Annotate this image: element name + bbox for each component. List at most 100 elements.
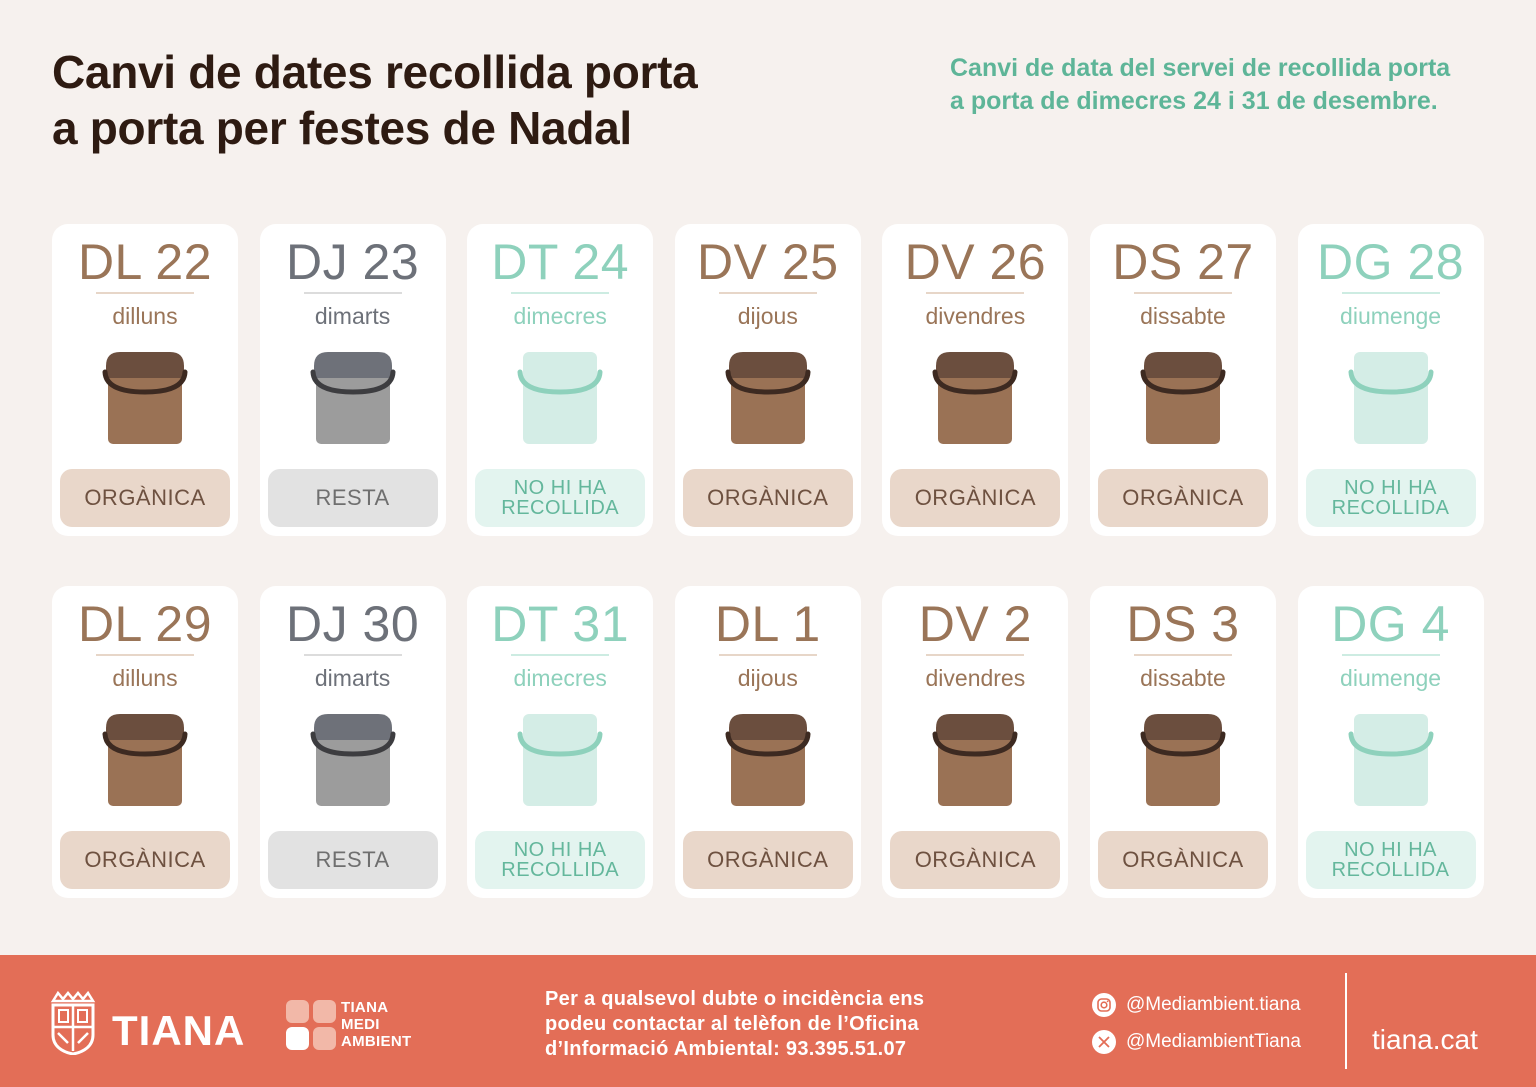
divider [96,654,194,656]
day-date: DT 24 [491,234,630,290]
collection-label-line-1: ORGÀNICA [707,485,829,510]
day-card: DG 4 diumenge NO HI HA RECOLLIDA [1297,586,1484,898]
collection-label-line-1: ORGÀNICA [84,485,206,510]
medi-line-3: AMBIENT [341,1033,412,1050]
footer: TIANA TIANA MEDI AMBIENT Per a qualsevol… [0,955,1536,1087]
day-card: DL 1 dijous ORGÀNICA [674,586,861,898]
day-date: DJ 30 [286,596,420,652]
day-date: DS 3 [1126,596,1240,652]
day-date: DT 31 [491,596,630,652]
organic-bin-icon [1140,352,1226,444]
day-date: DL 1 [714,596,821,652]
day-card: DJ 23 dimarts RESTA [259,224,446,536]
day-name: dilluns [112,303,178,329]
day-name: dissabte [1140,665,1226,691]
subtitle-line-2: a porta de dimecres 24 i 31 de desembre. [950,87,1438,115]
day-date: DV 26 [904,234,1047,290]
collection-type-badge: ORGÀNICA [60,469,230,527]
divider [926,292,1025,294]
week-row-2: DL 29 dilluns ORGÀNICA DJ 30 dimarts RESTA DT … [52,586,1484,898]
week-row-1: DL 22 dilluns ORGÀNICA DJ 23 dimarts RESTA DT … [52,224,1484,536]
contact-line-1: Per a qualsevol dubte o incidència ens [545,988,925,1010]
instagram-link[interactable]: @Mediambient.tiana [1092,992,1301,1018]
organic-bin-icon [725,714,811,806]
divider [718,292,817,294]
collection-label-line-1: NO HI HA [513,839,607,861]
collection-label-line-1: ORGÀNICA [1122,847,1244,872]
collection-type-badge: RESTA [267,831,438,889]
collection-label-line-2: RECOLLIDA [1331,859,1450,881]
divider [1133,292,1232,294]
day-card: DL 22 dilluns ORGÀNICA [52,224,238,536]
website-link[interactable]: tiana.cat [1372,1024,1478,1055]
divider [303,654,402,656]
day-name: diumenge [1340,303,1442,329]
divider [1341,292,1440,294]
day-card: DJ 30 dimarts RESTA [259,586,446,898]
day-date: DL 29 [77,596,213,652]
collection-label-line-2: RECOLLIDA [1331,497,1450,519]
day-card: DV 26 divendres ORGÀNICA [882,224,1069,536]
collection-label-line-2: RECOLLIDA [501,859,620,881]
day-name: dijous [737,303,798,329]
collection-type-badge: ORGÀNICA [890,469,1061,527]
collection-type-badge: ORGÀNICA [682,469,853,527]
day-date: DS 27 [1112,234,1254,290]
x-link[interactable]: @MediambientTiana [1092,1029,1301,1055]
x-handle: @MediambientTiana [1126,1031,1301,1052]
collection-label-line-1: NO HI HA [513,477,607,499]
divider [303,292,402,294]
collection-type-badge: ORGÀNICA [890,831,1061,889]
day-card: DV 2 divendres ORGÀNICA [882,586,1069,898]
day-name: divendres [925,665,1026,691]
day-card: DS 3 dissabte ORGÀNICA [1089,586,1276,898]
day-name: divendres [925,303,1026,329]
day-date: DG 28 [1317,234,1465,290]
day-card: DG 28 diumenge NO HI HA RECOLLIDA [1297,224,1484,536]
collection-type-badge: NO HI HA RECOLLIDA [1305,831,1476,889]
day-name: dissabte [1140,303,1226,329]
contact-info: Per a qualsevol dubte o incidència ens p… [545,987,924,1062]
divider [511,292,610,294]
collection-type-badge: ORGÀNICA [1097,831,1268,889]
instagram-icon [1092,993,1116,1017]
day-date: DV 2 [918,596,1032,652]
day-name: dilluns [112,665,178,691]
day-date: DV 25 [697,234,839,290]
day-card: DL 29 dilluns ORGÀNICA [52,586,238,898]
contact-line-2: podeu contactar al telèfon de l’Oficina [545,1013,919,1035]
day-date: DG 4 [1331,596,1450,652]
day-name: dimecres [513,665,607,691]
organic-bin-icon [1140,714,1226,806]
empty-bin-icon [1348,714,1434,806]
divider [718,654,817,656]
page-subtitle: Canvi de data del servei de recollida po… [950,52,1510,118]
medi-ambient-wordmark: TIANA MEDI AMBIENT [341,999,411,1050]
collection-type-badge: ORGÀNICA [1097,469,1268,527]
medi-line-2: MEDI [341,1016,380,1033]
title-line-2: a porta per festes de Nadal [52,102,632,154]
collection-label-line-1: ORGÀNICA [1122,485,1244,510]
subtitle-line-1: Canvi de data del servei de recollida po… [950,54,1451,82]
social-links: @Mediambient.tiana @MediambientTiana [1092,992,1301,1066]
collection-label-line-1: ORGÀNICA [914,485,1037,510]
collection-label-line-2: RECOLLIDA [501,497,620,519]
x-icon [1092,1030,1116,1054]
organic-bin-icon [932,352,1018,444]
collection-label-line-1: RESTA [315,485,390,510]
day-name: dijous [737,665,798,691]
collection-type-badge: NO HI HA RECOLLIDA [475,831,646,889]
collection-type-badge: NO HI HA RECOLLIDA [475,469,646,527]
collection-label-line-1: ORGÀNICA [914,847,1037,872]
collection-type-badge: ORGÀNICA [60,831,230,889]
collection-label-line-1: NO HI HA [1344,839,1438,861]
empty-bin-icon [517,714,603,806]
divider [1133,654,1232,656]
divider [1341,654,1440,656]
organic-bin-icon [102,352,188,444]
day-date: DL 22 [77,234,213,290]
contact-line-3: d’Informació Ambiental: 93.395.51.07 [545,1038,907,1060]
day-card: DV 25 dijous ORGÀNICA [674,224,861,536]
title-line-1: Canvi de dates recollida porta [52,46,698,98]
organic-bin-icon [725,352,811,444]
